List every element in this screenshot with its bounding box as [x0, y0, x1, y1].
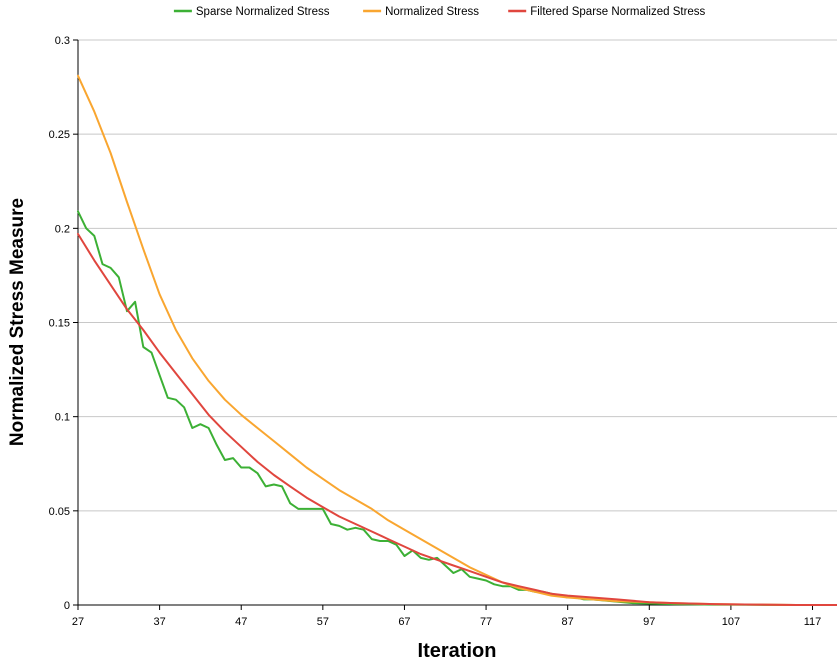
legend: Sparse Normalized Stress Normalized Stres… — [173, 6, 706, 18]
x-tick-label: 87 — [562, 616, 574, 628]
y-tick-label: 0.3 — [55, 35, 70, 47]
gridlines — [78, 39, 837, 512]
x-tick-label: 67 — [398, 616, 410, 628]
legend-label: Normalized Stress — [385, 6, 479, 18]
legend-item-filtered-sparse-normalized-stress: Filtered Sparse Normalized Stress — [508, 6, 706, 18]
x-axis-title: Iteration — [418, 640, 497, 662]
series-line-sparse-normalized-stress — [77, 210, 837, 606]
series-line-filtered-sparse-normalized-stress — [77, 233, 837, 606]
x-tick-label: 27 — [72, 616, 84, 628]
x-tick-label: 117 — [804, 616, 822, 628]
y-axis-title: Normalized Stress Measure — [7, 198, 28, 446]
y-tick-label: 0.2 — [55, 223, 70, 235]
x-tick-label: 47 — [235, 616, 247, 628]
y-tick-label: 0.25 — [49, 129, 70, 141]
x-tick-label: 107 — [722, 616, 740, 628]
x-tick-label: 57 — [317, 616, 329, 628]
y-tick-label: 0.15 — [49, 318, 70, 330]
x-tick-label: 97 — [643, 616, 655, 628]
y-tick-label: 0 — [64, 600, 70, 612]
y-tick-label: 0.05 — [49, 506, 70, 518]
legend-item-normalized-stress: Normalized Stress — [363, 6, 479, 18]
legend-item-sparse-normalized-stress: Sparse Normalized Stress — [173, 6, 330, 18]
x-axis-ticks: 27 37 47 57 67 77 87 97 107 117 — [72, 605, 821, 628]
legend-label: Filtered Sparse Normalized Stress — [530, 6, 705, 18]
series-lines — [77, 74, 837, 606]
y-tick-label: 0.1 — [55, 412, 70, 424]
series-line-normalized-stress — [77, 74, 837, 606]
legend-label: Sparse Normalized Stress — [196, 6, 330, 18]
x-tick-label: 77 — [480, 616, 492, 628]
x-tick-label: 37 — [153, 616, 165, 628]
y-axis-ticks: 0 0.05 0.1 0.15 0.2 0.25 0.3 — [49, 35, 78, 612]
